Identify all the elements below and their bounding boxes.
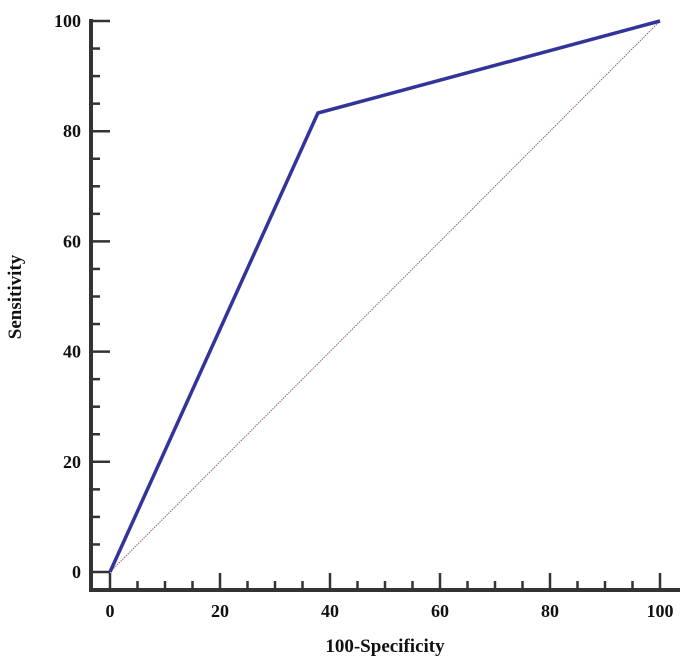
- y-tick-label: 60: [63, 231, 81, 251]
- ticks: 0 20 40 60 80 100 0 20 40 60 80 100: [54, 11, 674, 621]
- series: [110, 21, 660, 572]
- y-axis-label: Sensitivity: [5, 254, 26, 339]
- y-tick-label: 40: [63, 342, 81, 362]
- roc-curve-line: [110, 21, 660, 572]
- y-tick-label: 80: [63, 121, 81, 141]
- axes: [89, 19, 680, 592]
- x-tick-label: 20: [211, 601, 229, 621]
- x-tick-label: 100: [647, 601, 674, 621]
- y-tick-label: 0: [72, 562, 81, 582]
- x-tick-label: 40: [321, 601, 339, 621]
- x-tick-label: 0: [106, 601, 115, 621]
- y-tick-label: 100: [54, 11, 81, 31]
- x-tick-label: 80: [541, 601, 559, 621]
- x-tick-label: 60: [431, 601, 449, 621]
- reference-diagonal-line: [110, 21, 660, 572]
- x-axis-label: 100-Specificity: [325, 636, 445, 657]
- y-tick-label: 20: [63, 452, 81, 472]
